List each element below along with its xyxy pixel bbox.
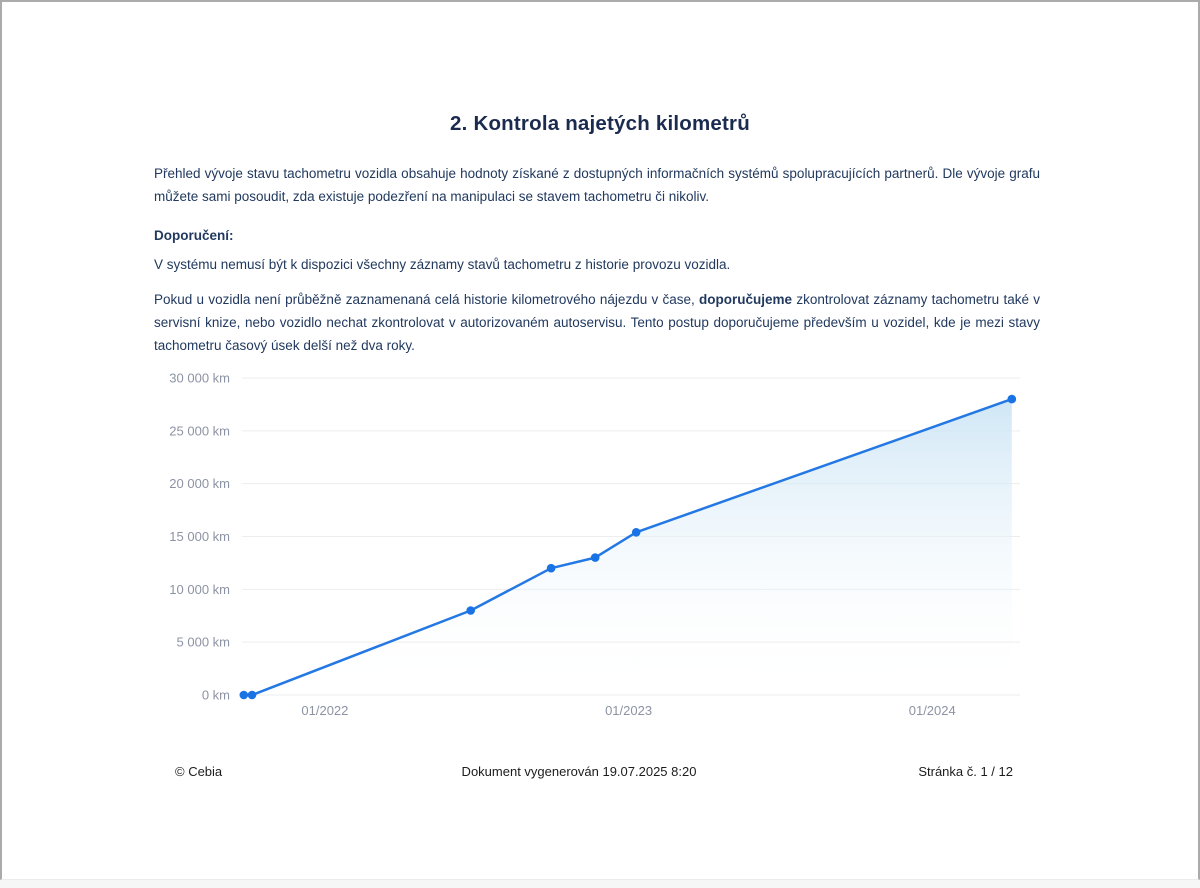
y-axis-tick-label: 25 000 km (169, 423, 230, 438)
data-point (1007, 394, 1017, 404)
data-point (466, 606, 476, 615)
footer-generated-timestamp: Dokument vygenerován 19.07.2025 8:20 (461, 764, 697, 779)
y-axis-tick-label: 0 km (202, 688, 230, 703)
y-axis-tick-label: 30 000 km (169, 371, 230, 386)
intro-paragraph: Přehled vývoje stavu tachometru vozidla … (154, 166, 1040, 204)
y-axis-tick-label: 5 000 km (177, 635, 230, 650)
page-title: 2. Kontrola najetých kilometrů (450, 112, 750, 135)
recommendation-label: Doporučení: (154, 228, 234, 243)
data-point (590, 553, 600, 562)
footer-copyright: © Cebia (175, 764, 223, 779)
footer-page-number: Stránka č. 1 / 12 (918, 764, 1013, 779)
advice-text-bold: doporučujeme (699, 292, 793, 307)
x-axis-tick-label: 01/2024 (909, 703, 956, 718)
mileage-chart-svg: 0 km 5 000 km 10 000 km 15 000 km 20 000 km 2… (169, 371, 1020, 718)
advice-text-start: Pokud u vozidla není průběžně zaznamenan… (154, 292, 700, 307)
y-axis-tick-label: 20 000 km (169, 476, 230, 491)
x-axis-tick-label: 01/2022 (301, 703, 348, 718)
y-axis-tick-label: 15 000 km (169, 529, 230, 544)
system-note-paragraph: V systému nemusí být k dispozici všechny… (154, 257, 731, 272)
advice-paragraph: Pokud u vozidla není průběžně zaznamenan… (154, 288, 1040, 357)
x-axis-tick-label: 01/2023 (605, 703, 652, 718)
data-point (247, 690, 257, 700)
data-point (631, 528, 641, 537)
mileage-area (243, 399, 1012, 695)
data-point (239, 690, 249, 700)
y-axis-tick-label: 10 000 km (169, 582, 230, 597)
data-point (546, 563, 556, 573)
advice-text-end: zkontrolovat záznamy tachometru také v s… (154, 292, 1040, 353)
mileage-chart: 0 km 5 000 km 10 000 km 15 000 km 20 000 km 2… (142, 367, 1022, 722)
